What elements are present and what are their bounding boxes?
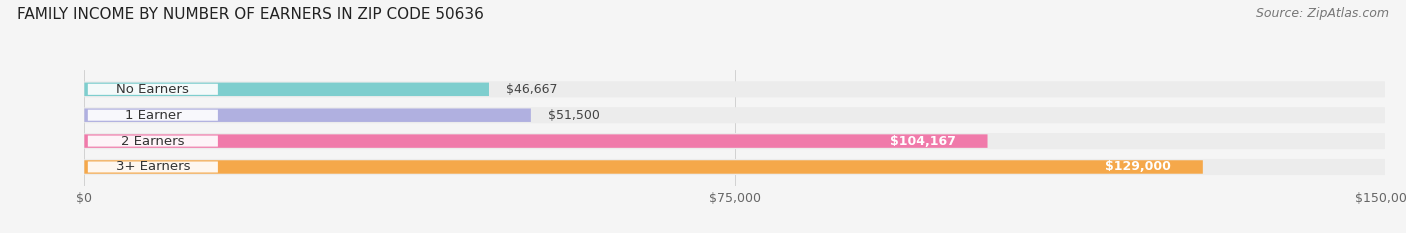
FancyBboxPatch shape (84, 109, 531, 122)
Text: Source: ZipAtlas.com: Source: ZipAtlas.com (1256, 7, 1389, 20)
FancyBboxPatch shape (87, 136, 218, 147)
Text: FAMILY INCOME BY NUMBER OF EARNERS IN ZIP CODE 50636: FAMILY INCOME BY NUMBER OF EARNERS IN ZI… (17, 7, 484, 22)
FancyBboxPatch shape (84, 160, 1202, 174)
FancyBboxPatch shape (87, 110, 218, 121)
Text: $46,667: $46,667 (506, 83, 558, 96)
Text: No Earners: No Earners (117, 83, 190, 96)
FancyBboxPatch shape (84, 107, 1385, 123)
Text: 2 Earners: 2 Earners (121, 135, 184, 147)
FancyBboxPatch shape (1077, 162, 1198, 172)
FancyBboxPatch shape (84, 134, 987, 148)
Text: $129,000: $129,000 (1105, 161, 1171, 174)
FancyBboxPatch shape (84, 82, 489, 96)
FancyBboxPatch shape (84, 81, 1385, 97)
Text: 3+ Earners: 3+ Earners (115, 161, 190, 174)
FancyBboxPatch shape (862, 136, 983, 146)
Text: $51,500: $51,500 (548, 109, 600, 122)
FancyBboxPatch shape (84, 159, 1385, 175)
FancyBboxPatch shape (84, 133, 1385, 149)
FancyBboxPatch shape (87, 161, 218, 172)
Text: $104,167: $104,167 (890, 135, 956, 147)
Text: 1 Earner: 1 Earner (125, 109, 181, 122)
FancyBboxPatch shape (87, 84, 218, 95)
